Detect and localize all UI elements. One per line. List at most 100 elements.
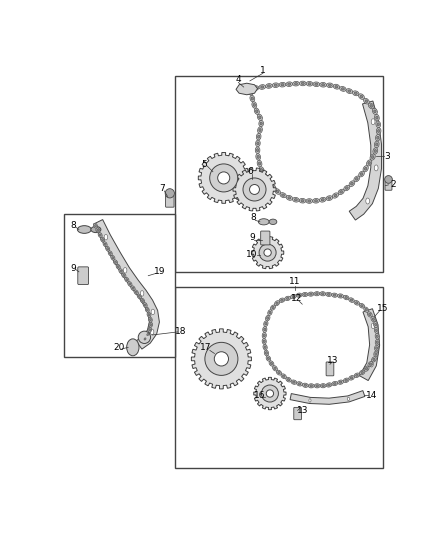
Ellipse shape	[326, 196, 332, 200]
Text: 1: 1	[260, 66, 266, 75]
Ellipse shape	[370, 104, 373, 107]
Ellipse shape	[91, 227, 101, 232]
Ellipse shape	[359, 171, 364, 177]
Ellipse shape	[326, 292, 332, 296]
Ellipse shape	[281, 374, 286, 378]
Ellipse shape	[370, 361, 373, 367]
Circle shape	[214, 352, 229, 366]
Ellipse shape	[260, 168, 263, 172]
Polygon shape	[236, 83, 258, 95]
Ellipse shape	[310, 385, 313, 387]
Ellipse shape	[272, 306, 274, 309]
Ellipse shape	[258, 162, 261, 165]
Polygon shape	[360, 309, 380, 381]
Ellipse shape	[304, 384, 307, 386]
Ellipse shape	[258, 127, 262, 133]
Ellipse shape	[376, 121, 381, 127]
Ellipse shape	[308, 292, 314, 296]
Ellipse shape	[293, 197, 299, 202]
Ellipse shape	[99, 234, 101, 236]
Ellipse shape	[279, 83, 286, 87]
Ellipse shape	[346, 88, 353, 93]
Ellipse shape	[321, 84, 325, 86]
Ellipse shape	[345, 379, 347, 382]
Ellipse shape	[364, 98, 369, 104]
Ellipse shape	[354, 176, 360, 182]
Ellipse shape	[367, 312, 372, 317]
Ellipse shape	[131, 286, 135, 290]
Ellipse shape	[117, 265, 119, 268]
Ellipse shape	[254, 87, 257, 89]
Text: 7: 7	[159, 184, 165, 193]
Ellipse shape	[281, 84, 284, 86]
Ellipse shape	[264, 346, 266, 349]
Ellipse shape	[148, 327, 152, 332]
Text: 18: 18	[175, 327, 186, 336]
Ellipse shape	[278, 372, 280, 374]
Ellipse shape	[348, 90, 351, 92]
Ellipse shape	[286, 196, 293, 200]
Ellipse shape	[349, 376, 354, 380]
Ellipse shape	[301, 199, 304, 202]
Ellipse shape	[125, 277, 129, 282]
Text: 16: 16	[254, 391, 265, 400]
Circle shape	[243, 178, 266, 201]
Ellipse shape	[144, 338, 146, 340]
Circle shape	[261, 385, 279, 402]
Ellipse shape	[314, 292, 320, 296]
Bar	[175, 287, 383, 468]
Ellipse shape	[301, 82, 304, 85]
FancyBboxPatch shape	[261, 231, 270, 245]
Text: 15: 15	[378, 304, 389, 313]
Ellipse shape	[270, 184, 276, 190]
Ellipse shape	[333, 383, 336, 385]
Ellipse shape	[303, 383, 308, 387]
Ellipse shape	[148, 317, 152, 322]
Ellipse shape	[292, 295, 295, 297]
Text: 19: 19	[154, 268, 166, 276]
Ellipse shape	[365, 100, 368, 102]
Ellipse shape	[360, 173, 363, 175]
Ellipse shape	[261, 86, 264, 88]
Ellipse shape	[350, 299, 353, 301]
Ellipse shape	[257, 142, 259, 145]
Ellipse shape	[333, 84, 340, 89]
Text: 13: 13	[297, 406, 308, 415]
Ellipse shape	[147, 312, 151, 317]
Ellipse shape	[360, 95, 363, 98]
Ellipse shape	[269, 219, 277, 224]
Ellipse shape	[306, 199, 313, 203]
Text: 6: 6	[247, 167, 253, 176]
Ellipse shape	[308, 384, 314, 388]
Ellipse shape	[264, 328, 266, 331]
Ellipse shape	[321, 293, 324, 295]
Ellipse shape	[300, 81, 306, 86]
Ellipse shape	[140, 298, 145, 303]
Ellipse shape	[276, 190, 279, 193]
Polygon shape	[94, 220, 159, 349]
Ellipse shape	[276, 302, 278, 304]
Ellipse shape	[376, 335, 378, 337]
Ellipse shape	[149, 322, 152, 327]
Ellipse shape	[283, 375, 285, 377]
Ellipse shape	[320, 83, 326, 87]
Ellipse shape	[151, 309, 155, 314]
Ellipse shape	[327, 83, 333, 87]
Ellipse shape	[375, 329, 378, 332]
Ellipse shape	[332, 193, 339, 198]
Ellipse shape	[271, 305, 276, 310]
Ellipse shape	[252, 86, 259, 91]
Ellipse shape	[275, 301, 279, 306]
Ellipse shape	[290, 294, 296, 299]
Ellipse shape	[364, 366, 369, 372]
Circle shape	[218, 172, 230, 184]
Text: 20: 20	[113, 343, 125, 352]
Ellipse shape	[96, 228, 100, 233]
Ellipse shape	[375, 333, 379, 339]
Ellipse shape	[109, 252, 111, 254]
Ellipse shape	[375, 353, 377, 356]
Ellipse shape	[308, 200, 311, 202]
Ellipse shape	[248, 88, 253, 95]
Ellipse shape	[356, 302, 358, 304]
Ellipse shape	[360, 305, 363, 307]
